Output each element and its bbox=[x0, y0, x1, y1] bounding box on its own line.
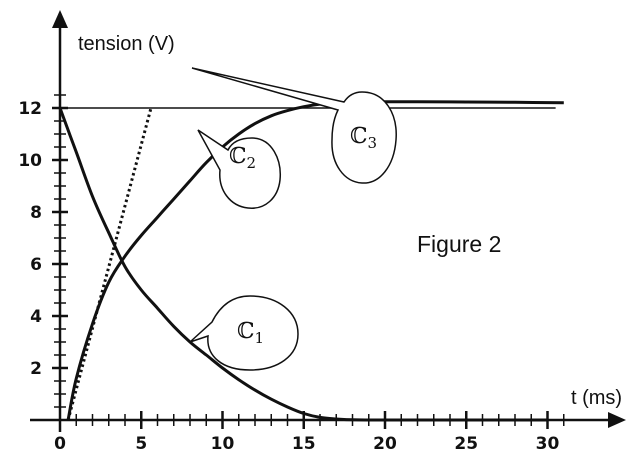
x-axis-title: t (ms) bbox=[571, 387, 622, 409]
tick-labels: 0 5 10 15 20 25 30 2 4 6 8 10 12 bbox=[18, 99, 559, 454]
y-tick-label: 10 bbox=[18, 151, 42, 171]
y-tick-label: 4 bbox=[30, 307, 42, 327]
series-line-c2 bbox=[66, 100, 564, 421]
callout-c3-label: ℂ3 bbox=[350, 124, 377, 152]
callout-c3: ℂ3 bbox=[191, 67, 397, 184]
callout-c2-label: ℂ2 bbox=[229, 144, 256, 172]
x-tick-label: 10 bbox=[211, 434, 235, 454]
y-tick-label: 12 bbox=[18, 99, 42, 119]
x-tick-label: 30 bbox=[536, 434, 560, 454]
ticks bbox=[52, 94, 565, 429]
x-axis-arrow-icon bbox=[608, 412, 626, 428]
y-tick-label: 6 bbox=[30, 255, 42, 275]
callout-c2-bubble bbox=[197, 129, 281, 209]
y-axis-arrow-icon bbox=[52, 10, 68, 28]
callout-c2: ℂ2 bbox=[197, 129, 281, 209]
x-tick-label: 0 bbox=[54, 434, 66, 454]
series-line-c3 bbox=[66, 107, 153, 421]
x-tick-label: 25 bbox=[454, 434, 478, 454]
callout-c1: ℂ1 bbox=[189, 295, 299, 371]
x-tick-label: 20 bbox=[373, 434, 397, 454]
callout-c1-label: ℂ1 bbox=[237, 319, 264, 347]
callout-c1-bubble bbox=[189, 295, 299, 371]
x-tick-label: 15 bbox=[292, 434, 316, 454]
series-group bbox=[58, 100, 564, 422]
figure-label: Figure 2 bbox=[417, 231, 501, 257]
y-tick-label: 8 bbox=[30, 203, 42, 223]
y-tick-label: 2 bbox=[30, 359, 42, 379]
axes bbox=[30, 10, 626, 432]
callout-c3-bubble bbox=[191, 67, 397, 184]
x-tick-label: 5 bbox=[135, 434, 147, 454]
y-axis-title: tension (V) bbox=[78, 33, 175, 55]
series-line-c1 bbox=[58, 107, 548, 422]
